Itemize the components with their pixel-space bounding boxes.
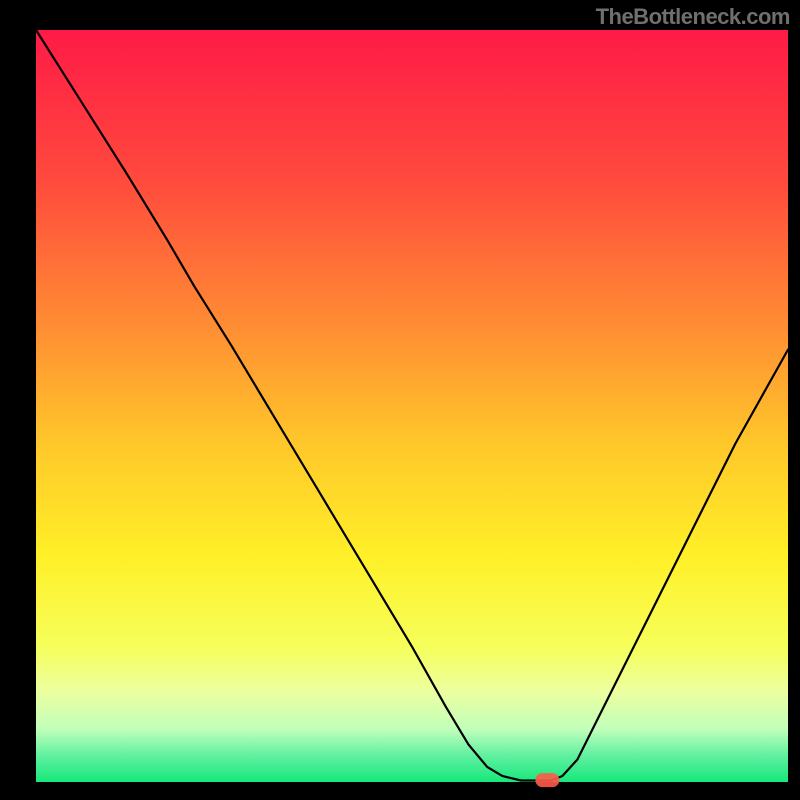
plot-background — [36, 30, 788, 782]
watermark-text: TheBottleneck.com — [596, 4, 790, 30]
bottleneck-chart — [0, 0, 800, 800]
chart-container: TheBottleneck.com — [0, 0, 800, 800]
optimal-marker — [535, 773, 559, 787]
